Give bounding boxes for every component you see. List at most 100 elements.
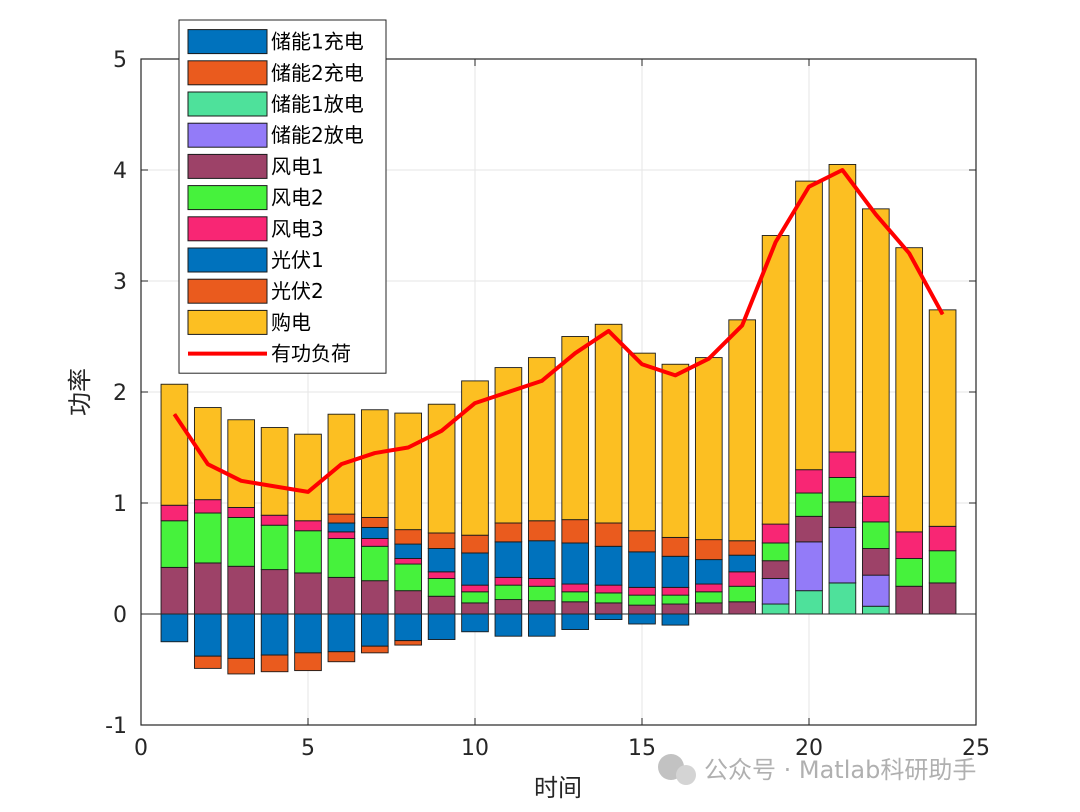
- bar-segment-s8-t14: [594, 522, 623, 547]
- bar-segment-s5-t20: [795, 492, 823, 517]
- load-point: [775, 241, 777, 243]
- load-point: [942, 313, 944, 315]
- load-point: [407, 447, 409, 448]
- bar-segment-s6-t22: [861, 495, 890, 523]
- bar-segment-s5-t3: [227, 516, 256, 567]
- x-tick-label: 0: [134, 736, 148, 761]
- bar-segment-s1-t6: [327, 651, 356, 663]
- load-point: [708, 358, 710, 360]
- bar-segment-s9-t3: [227, 419, 256, 508]
- legend-label: 储能2放电: [271, 123, 364, 147]
- bar-segment-s4-t1: [160, 566, 189, 615]
- bar-segment-s2-t22: [861, 605, 890, 615]
- bar-segment-s8-t10: [461, 534, 489, 554]
- bar-segment-s7-t15: [628, 551, 656, 588]
- bar-segment-s4-t16: [661, 603, 690, 615]
- bar-segment-s4-t5: [294, 572, 322, 615]
- bar-segment-s4-t19: [761, 560, 790, 579]
- load-point: [908, 252, 910, 254]
- bar-segment-s8-t11: [494, 522, 523, 543]
- bar-segment-s9-t7: [360, 409, 389, 518]
- bar-segment-s7-t16: [661, 555, 690, 588]
- legend-label: 光伏1: [271, 248, 324, 272]
- legend-swatch: [187, 216, 268, 242]
- bar-segment-s0-t15: [628, 613, 656, 625]
- legend-label: 风电2: [271, 186, 324, 210]
- bar-segment-s7-t12: [527, 540, 556, 579]
- bar-segment-s4-t17: [694, 602, 723, 615]
- bar-segment-s7-t7: [360, 526, 389, 539]
- load-point: [173, 413, 175, 415]
- bar-segment-s6-t14: [594, 584, 623, 594]
- bar-segment-s5-t10: [461, 591, 489, 604]
- bar-segment-s7-t11: [494, 541, 523, 578]
- x-tick-label: 25: [962, 736, 990, 761]
- bars: [160, 163, 957, 675]
- bar-segment-s8-t17: [694, 539, 723, 561]
- bar-segment-s9-t13: [561, 336, 590, 521]
- load-line: [172, 168, 945, 494]
- legend-swatch: [187, 153, 268, 179]
- bar-segment-s0-t4: [260, 613, 289, 656]
- load-point: [541, 380, 543, 382]
- load-point: [507, 391, 509, 393]
- bar-segment-s6-t2: [193, 499, 222, 514]
- bar-segment-s7-t18: [728, 554, 757, 573]
- bar-segment-s8-t16: [661, 536, 690, 557]
- bar-segment-s4-t21: [828, 501, 857, 528]
- bar-segment-s9-t10: [461, 380, 489, 536]
- bar-segment-s4-t2: [193, 562, 222, 615]
- y-tick-label: 2: [113, 381, 127, 406]
- bar-segment-s5-t14: [594, 592, 623, 604]
- bar-segment-s9-t14: [594, 323, 623, 524]
- bar-segment-s1-t4: [260, 654, 289, 673]
- y-tick-label: -1: [105, 714, 127, 739]
- bar-segment-s8-t18: [728, 540, 757, 556]
- bar-segment-s6-t4: [260, 514, 289, 526]
- bar-segment-s5-t1: [160, 520, 189, 568]
- bar-segment-s6-t10: [461, 584, 489, 593]
- bar-segment-s1-t8: [394, 640, 423, 646]
- legend-label: 光伏2: [271, 279, 324, 303]
- bar-segment-s5-t23: [895, 558, 924, 587]
- bar-segment-s6-t11: [494, 576, 523, 586]
- y-axis-label: 功率: [66, 368, 94, 416]
- load-point: [608, 330, 610, 332]
- legend-label: 储能1放电: [271, 92, 364, 116]
- bar-segment-s9-t22: [861, 208, 890, 497]
- bar-segment-s5-t11: [494, 584, 523, 601]
- bar-segment-s1-t2: [193, 655, 222, 669]
- bar-segment-s4-t12: [527, 600, 556, 615]
- bar-segment-s9-t15: [628, 352, 656, 532]
- load-point: [240, 480, 242, 482]
- bar-segment-s6-t7: [360, 538, 389, 547]
- bar-segment-s4-t7: [360, 580, 389, 615]
- watermark-text: 公众号 · Matlab科研助手: [704, 756, 976, 784]
- bar-segment-s0-t9: [427, 613, 456, 640]
- bar-segment-s8-t12: [527, 520, 556, 542]
- load-point: [474, 402, 476, 404]
- x-tick-label: 15: [628, 736, 656, 761]
- bar-segment-s0-t11: [494, 613, 523, 637]
- bar-segment-s2-t20: [795, 590, 823, 615]
- bar-segment-s7-t10: [461, 552, 489, 586]
- bar-segment-s5-t16: [661, 594, 690, 605]
- axis-ticks: [140, 58, 977, 726]
- bar-segment-s5-t8: [394, 563, 423, 592]
- y-tick-label: 4: [113, 159, 127, 184]
- bar-segment-s4-t10: [461, 602, 489, 615]
- legend-swatch: [187, 185, 268, 211]
- bar-segment-s0-t7: [360, 613, 389, 647]
- y-tick-label: 1: [113, 492, 127, 517]
- bar-segment-s8-t7: [360, 516, 389, 528]
- legend-swatch: [187, 247, 268, 273]
- bar-segment-s9-t18: [728, 319, 757, 542]
- bar-segment-s6-t8: [394, 558, 423, 565]
- bar-segment-s4-t6: [327, 576, 356, 615]
- bar-segment-s0-t10: [461, 613, 489, 633]
- bar-segment-s9-t8: [394, 412, 423, 531]
- bar-segment-s4-t23: [895, 585, 924, 615]
- bar-segment-s9-t4: [260, 427, 289, 516]
